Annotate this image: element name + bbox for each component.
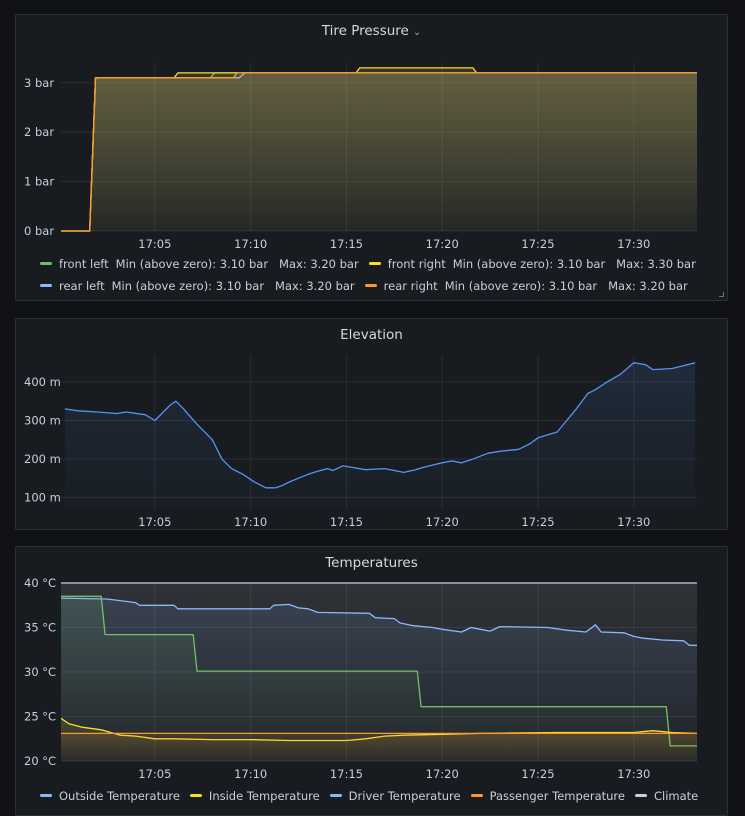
x-tick-label: 17:30: [617, 237, 650, 251]
legend-row: front left Min (above zero): 3.10 bar Max…: [40, 253, 717, 275]
y-tick-label: 1 bar: [24, 175, 54, 189]
y-tick-label: 25 °C: [24, 710, 56, 724]
legend-row: Outside Temperature Inside Temperature Dri…: [40, 785, 717, 807]
series-area: [64, 362, 696, 509]
x-tick-label: 17:10: [234, 515, 267, 529]
y-tick-label: 400 m: [24, 375, 61, 389]
y-tick-label: 30 °C: [24, 665, 56, 679]
legend-series-name: rear right: [383, 279, 438, 293]
x-tick-label: 17:05: [138, 767, 171, 781]
x-tick-label: 17:05: [138, 237, 171, 251]
tire-pressure-legend: front left Min (above zero): 3.10 bar Max…: [40, 253, 717, 297]
legend-stats: Min (above zero): 3.10 bar Max: 3.30 bar: [452, 257, 696, 271]
legend-item[interactable]: front left Min (above zero): 3.10 bar Max…: [40, 253, 359, 275]
series-line: [61, 595, 697, 747]
y-tick-label: 0 bar: [24, 224, 54, 238]
y-tick-label: 20 °C: [24, 754, 56, 768]
series-line: [64, 362, 696, 489]
legend-swatch: [40, 284, 52, 287]
y-tick-label: 35 °C: [24, 621, 56, 635]
legend-stats: Min (above zero): 3.10 bar Max: 3.20 bar: [111, 279, 355, 293]
legend-item[interactable]: rear left Min (above zero): 3.10 bar Max:…: [40, 275, 355, 297]
panel-title: Tire Pressure: [321, 23, 409, 39]
series-line: [61, 72, 697, 232]
legend-series-name: rear left: [59, 279, 105, 293]
legend-swatch: [634, 794, 647, 797]
series-line: [60, 597, 697, 646]
elevation-chart[interactable]: 17:05 17:10 17:15 17:20 17:25 17:30 100 m 200 m…: [16, 319, 728, 530]
x-tick-label: 17:20: [426, 515, 459, 529]
legend-item[interactable]: Driver Temperature: [329, 785, 461, 807]
legend-row: rear left Min (above zero): 3.10 bar Max:…: [40, 275, 717, 297]
legend-series-name: Driver Temperature: [348, 789, 461, 803]
x-tick-label: 17:25: [521, 515, 554, 529]
panel-title[interactable]: Temperatures: [325, 555, 418, 571]
y-tick-label: 100 m: [24, 490, 61, 504]
legend-series-name: Climate: [653, 789, 699, 803]
x-tick-label: 17:05: [138, 515, 171, 529]
y-tick-label: 3 bar: [24, 76, 54, 90]
legend-stats: Min (above zero): 3.10 bar Max: 3.20 bar: [115, 257, 359, 271]
temperatures-legend: Outside Temperature Inside Temperature Dri…: [40, 785, 717, 807]
x-tick-label: 17:30: [617, 515, 650, 529]
legend-swatch: [364, 284, 377, 287]
x-tick-label: 17:25: [521, 767, 554, 781]
legend-item[interactable]: rear right Min (above zero): 3.10 bar Max…: [364, 275, 688, 297]
legend-item[interactable]: Inside Temperature: [189, 785, 320, 807]
y-tick-label: 300 m: [24, 413, 61, 427]
temperatures-chart[interactable]: 17:05 17:10 17:15 17:20 17:25 17:30 20 °C 25 °C…: [16, 547, 728, 816]
x-tick-label: 17:15: [330, 515, 363, 529]
legend-swatch: [470, 794, 483, 797]
legend-series-name: Passenger Temperature: [489, 789, 625, 803]
legend-series-name: Inside Temperature: [208, 789, 320, 803]
legend-swatch: [368, 262, 381, 265]
panel-title[interactable]: Elevation: [340, 327, 403, 343]
series-area: [61, 596, 697, 761]
legend-item[interactable]: Passenger Temperature: [470, 785, 625, 807]
x-tick-label: 17:15: [330, 767, 363, 781]
x-tick-label: 17:10: [234, 767, 267, 781]
tire-pressure-panel: Tire Pressure ⌄ 17:05 17:10 17:15 17:20 17:25…: [15, 14, 728, 301]
legend-series-name: Outside Temperature: [59, 789, 180, 803]
x-tick-label: 17:25: [521, 237, 554, 251]
elevation-panel: Elevation 17:05 17:10 17:15 17:20 17:25 17:30…: [15, 318, 728, 530]
x-tick-label: 17:20: [426, 767, 459, 781]
legend-stats: Min (above zero): 3.10 bar Max: 3.20 bar: [444, 279, 688, 293]
legend-series-name: front right: [387, 257, 446, 271]
legend-swatch: [329, 794, 342, 797]
tire-pressure-chart[interactable]: 17:05 17:10 17:15 17:20 17:25 17:30 0 bar 1 bar…: [16, 15, 728, 301]
x-tick-label: 17:15: [330, 237, 363, 251]
x-tick-label: 17:10: [234, 237, 267, 251]
resize-handle[interactable]: [719, 292, 724, 297]
chevron-down-icon[interactable]: ⌄: [412, 27, 422, 38]
panel-title-menu[interactable]: Tire Pressure ⌄: [16, 23, 727, 39]
y-tick-label: 40 °C: [24, 576, 56, 590]
y-tick-label: 200 m: [24, 452, 61, 466]
y-tick-label: 2 bar: [24, 125, 54, 139]
temperatures-panel: Temperatures 17:05 17:10 17:15 17:20 17:25 17…: [15, 546, 728, 816]
legend-item[interactable]: Climate: [634, 785, 699, 807]
legend-swatch: [40, 262, 52, 265]
series-area: [61, 72, 697, 232]
series-area: [61, 733, 697, 761]
legend-swatch: [189, 794, 202, 797]
legend-item[interactable]: Outside Temperature: [40, 785, 180, 807]
legend-series-name: front left: [59, 257, 109, 271]
legend-item[interactable]: front right Min (above zero): 3.10 bar Ma…: [368, 253, 696, 275]
legend-swatch: [40, 794, 52, 797]
x-tick-label: 17:20: [426, 237, 459, 251]
x-tick-label: 17:30: [617, 767, 650, 781]
